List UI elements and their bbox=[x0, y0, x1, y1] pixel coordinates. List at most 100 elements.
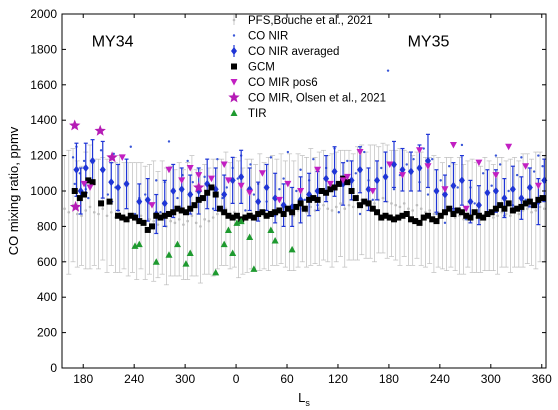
data-point bbox=[246, 212, 253, 219]
data-point bbox=[415, 203, 419, 207]
data-point bbox=[380, 166, 383, 170]
legend-entry: GCM bbox=[231, 62, 275, 74]
data-point bbox=[271, 237, 279, 244]
data-point bbox=[531, 202, 538, 209]
data-point bbox=[295, 189, 298, 193]
data-point bbox=[220, 161, 228, 168]
data-point bbox=[263, 212, 270, 219]
x-tick-label: 240 bbox=[124, 372, 144, 386]
legend-entry: CO MIR, Olsen et al., 2021 bbox=[228, 91, 386, 105]
y-tick-label: 0 bbox=[50, 361, 57, 375]
data-point bbox=[69, 119, 81, 131]
data-point bbox=[323, 189, 330, 196]
data-point bbox=[456, 186, 459, 189]
legend-label: PFS,Bouche et al., 2021 bbox=[248, 15, 373, 27]
data-point bbox=[221, 209, 228, 216]
data-point bbox=[272, 209, 279, 216]
data-point bbox=[426, 193, 430, 196]
data-point bbox=[432, 212, 436, 216]
data-point bbox=[178, 185, 185, 194]
data-point bbox=[233, 219, 241, 226]
data-point bbox=[446, 205, 453, 212]
data-point bbox=[441, 186, 449, 193]
data-point bbox=[148, 218, 151, 221]
data-point bbox=[458, 176, 465, 185]
data-point bbox=[86, 184, 94, 191]
data-point bbox=[498, 163, 502, 166]
data-point bbox=[203, 218, 206, 221]
data-point bbox=[505, 200, 512, 207]
data-point bbox=[97, 212, 100, 216]
data-point bbox=[369, 205, 376, 212]
data-point bbox=[73, 165, 80, 174]
legend-entry: TIR bbox=[230, 108, 267, 120]
data-point bbox=[212, 191, 219, 198]
data-point bbox=[541, 165, 544, 168]
data-point bbox=[330, 209, 334, 212]
data-point bbox=[343, 173, 351, 181]
legend-swatch bbox=[232, 34, 236, 37]
data-point bbox=[407, 167, 414, 176]
data-point bbox=[399, 165, 406, 174]
data-point bbox=[249, 163, 252, 166]
data-point bbox=[441, 209, 448, 216]
data-point bbox=[182, 223, 185, 226]
data-point bbox=[424, 163, 432, 170]
data-point bbox=[299, 168, 302, 171]
year-annotation: MY34 bbox=[92, 34, 134, 51]
data-point bbox=[424, 212, 431, 219]
x-tick-label: 300 bbox=[481, 372, 501, 386]
data-point bbox=[373, 202, 376, 205]
data-point bbox=[136, 197, 143, 206]
data-point bbox=[522, 200, 529, 207]
data-point bbox=[480, 214, 487, 221]
data-point bbox=[159, 211, 162, 214]
data-point bbox=[186, 249, 194, 256]
x-tick-label: 300 bbox=[175, 372, 195, 386]
data-point bbox=[473, 202, 476, 205]
legend-label: CO MIR, Olsen et al., 2021 bbox=[248, 93, 386, 105]
y-tick-label: 200 bbox=[37, 326, 57, 340]
data-point bbox=[89, 156, 96, 165]
data-point bbox=[526, 198, 533, 205]
data-point bbox=[458, 209, 465, 216]
series-5 bbox=[69, 119, 205, 212]
data-point bbox=[358, 212, 362, 216]
data-point bbox=[211, 207, 215, 210]
legend-swatch bbox=[231, 63, 237, 70]
data-point bbox=[187, 205, 194, 212]
data-point bbox=[220, 240, 228, 248]
data-point bbox=[391, 216, 398, 223]
data-point bbox=[191, 180, 194, 184]
data-point bbox=[127, 212, 134, 219]
data-point bbox=[119, 214, 126, 221]
data-point bbox=[518, 194, 525, 203]
data-point bbox=[105, 214, 109, 218]
data-point bbox=[165, 251, 173, 258]
data-point bbox=[136, 218, 143, 225]
data-point bbox=[398, 172, 406, 179]
data-point bbox=[386, 214, 393, 221]
y-tick-label: 1200 bbox=[30, 149, 57, 163]
data-point bbox=[89, 179, 96, 186]
data-point bbox=[123, 216, 130, 223]
data-point bbox=[165, 211, 172, 218]
data-point bbox=[460, 143, 464, 147]
data-point bbox=[381, 196, 385, 200]
data-point bbox=[501, 194, 508, 203]
data-point bbox=[429, 216, 436, 223]
data-point bbox=[194, 221, 198, 225]
data-point bbox=[509, 214, 512, 218]
data-point bbox=[211, 216, 215, 219]
data-point bbox=[69, 200, 82, 212]
data-point bbox=[237, 182, 245, 190]
data-point bbox=[267, 226, 275, 233]
data-point bbox=[280, 211, 287, 218]
data-point bbox=[514, 205, 521, 212]
data-point bbox=[369, 188, 377, 195]
data-point bbox=[530, 210, 533, 214]
data-point bbox=[195, 196, 202, 203]
data-point bbox=[144, 226, 151, 233]
data-point bbox=[140, 219, 147, 226]
y-tick-label: 400 bbox=[37, 290, 57, 304]
